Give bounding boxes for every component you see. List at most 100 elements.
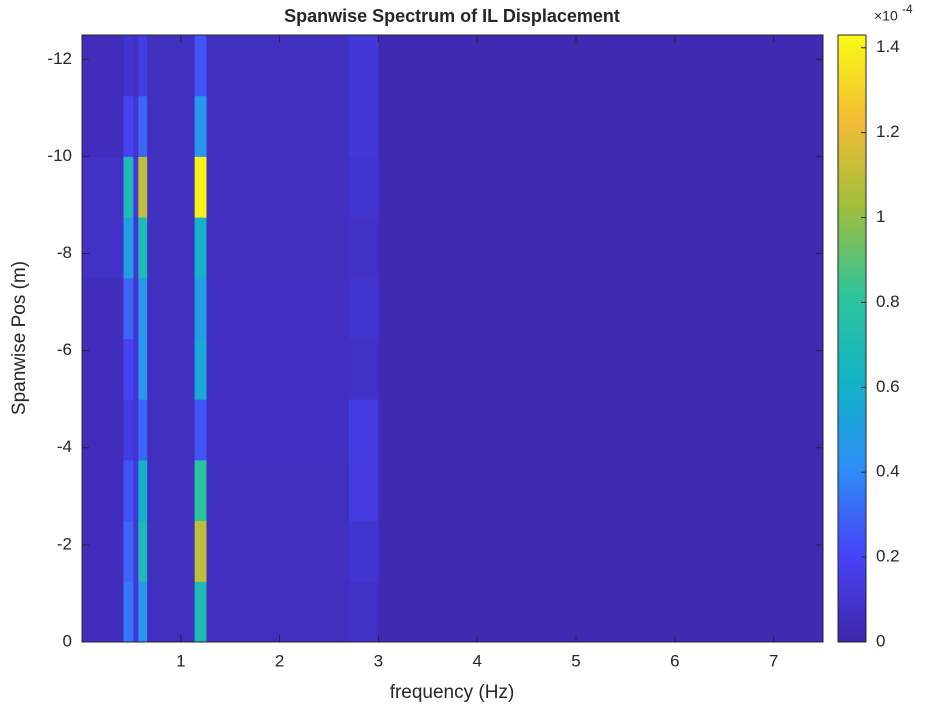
heatmap-cell xyxy=(147,156,196,218)
heatmap-cell xyxy=(138,520,148,582)
heatmap-cell xyxy=(133,277,139,339)
y-tick-label: -10 xyxy=(47,146,72,165)
heatmap-cell xyxy=(194,581,207,643)
heatmap-cell xyxy=(378,156,824,218)
x-tick-label: 5 xyxy=(571,651,580,670)
heatmap-cell xyxy=(348,95,379,157)
colorbar xyxy=(837,34,867,643)
heatmap-cell xyxy=(133,338,139,400)
heatmap-cell xyxy=(147,399,196,461)
heatmap-cell xyxy=(206,277,350,339)
heatmap-cell xyxy=(348,581,379,643)
heatmap-cell xyxy=(348,277,379,339)
heatmap-cell xyxy=(123,217,134,279)
heatmap-cell xyxy=(82,338,124,400)
heatmap-cell xyxy=(133,35,139,97)
heatmap-cell xyxy=(147,95,196,157)
heatmap-cell xyxy=(82,277,124,339)
heatmap-cell xyxy=(348,156,379,218)
heatmap-cell xyxy=(123,156,134,218)
x-tick-label: 6 xyxy=(670,651,679,670)
heatmap-cell xyxy=(378,277,824,339)
colorbar-tick-label: 1 xyxy=(876,207,885,226)
heatmap-cell xyxy=(138,338,148,400)
heatmap-cell xyxy=(147,338,196,400)
heatmap-cell xyxy=(378,95,824,157)
x-tick-label: 4 xyxy=(472,651,481,670)
heatmap-cell xyxy=(194,95,207,157)
y-tick-label: -2 xyxy=(57,534,72,553)
heatmap-cell xyxy=(206,520,350,582)
heatmap-cell xyxy=(82,581,124,643)
heatmap-cell xyxy=(194,217,207,279)
heatmap-cell xyxy=(378,581,824,643)
heatmap-cell xyxy=(194,156,207,218)
heatmap-cell xyxy=(138,156,148,218)
colorbar-multiplier-exponent: -4 xyxy=(902,2,913,16)
plot-frame xyxy=(81,34,824,643)
colorbar-tick-label: 1.4 xyxy=(876,37,900,56)
heatmap-cell xyxy=(147,277,196,339)
x-tick-label: 2 xyxy=(275,651,284,670)
heatmap-cell xyxy=(138,459,148,522)
heatmap-cell xyxy=(378,459,824,522)
heatmap-cell xyxy=(194,520,207,582)
heatmap-cell xyxy=(147,35,196,97)
heatmap-cell xyxy=(206,217,350,279)
y-tick-label: 0 xyxy=(63,631,72,650)
colorbar-tick-label: 0 xyxy=(876,631,885,650)
y-tick-label: -8 xyxy=(57,243,72,262)
heatmap-cell xyxy=(378,399,824,461)
x-tick-label: 7 xyxy=(769,651,778,670)
heatmap-cell xyxy=(138,399,148,461)
heatmap-cell xyxy=(206,95,350,157)
chart-title: Spanwise Spectrum of IL Displacement xyxy=(284,6,620,26)
colorbar-tick-label: 0.4 xyxy=(876,462,900,481)
heatmap-cell xyxy=(138,581,148,643)
heatmap-cell xyxy=(82,520,124,582)
heatmap-cell xyxy=(133,581,139,643)
y-tick-label: -12 xyxy=(47,49,72,68)
heatmap-cell xyxy=(82,35,124,97)
heatmap-cell xyxy=(138,277,148,339)
heatmap-cell xyxy=(82,459,124,522)
heatmap-cell xyxy=(194,399,207,461)
heatmap-cell xyxy=(133,217,139,279)
colorbar-tick-label: 1.2 xyxy=(876,122,900,141)
x-axis-label: frequency (Hz) xyxy=(390,682,515,703)
heatmap-cell xyxy=(147,581,196,643)
heatmap-cell xyxy=(378,217,824,279)
heatmap-cell xyxy=(82,156,124,218)
heatmap-cell xyxy=(138,95,148,157)
heatmap-cell xyxy=(348,459,379,522)
heatmap-cell xyxy=(348,217,379,279)
heatmap-cell xyxy=(206,338,350,400)
y-tick-label: -6 xyxy=(57,340,72,359)
heatmap-cell xyxy=(133,520,139,582)
heatmap-cell xyxy=(147,459,196,522)
heatmap-cell xyxy=(378,35,824,97)
heatmap-cell xyxy=(206,399,350,461)
heatmap-cell xyxy=(206,581,350,643)
heatmap-cell xyxy=(123,581,134,643)
heatmap-cell xyxy=(82,217,124,279)
colorbar-tick-label: 0.8 xyxy=(876,292,900,311)
heatmap-cell xyxy=(206,459,350,522)
heatmap-cell xyxy=(123,338,134,400)
colorbar-tick-label: 0.2 xyxy=(876,547,900,566)
heatmap-cell xyxy=(194,459,207,522)
colorbar-tick-label: 0.6 xyxy=(876,377,900,396)
heatmap-cell xyxy=(133,156,139,218)
x-tick-label: 1 xyxy=(176,651,185,670)
x-tick-label: 3 xyxy=(374,651,383,670)
heatmap-cell xyxy=(133,95,139,157)
heatmap-cell xyxy=(123,95,134,157)
heatmap-cell xyxy=(133,459,139,522)
heatmap-cell xyxy=(348,35,379,97)
heatmap-cell xyxy=(123,35,134,97)
colorbar-multiplier-base: ×10 xyxy=(874,8,898,24)
heatmap-cell xyxy=(123,277,134,339)
heatmap-cell xyxy=(206,156,350,218)
heatmap-cell xyxy=(147,520,196,582)
